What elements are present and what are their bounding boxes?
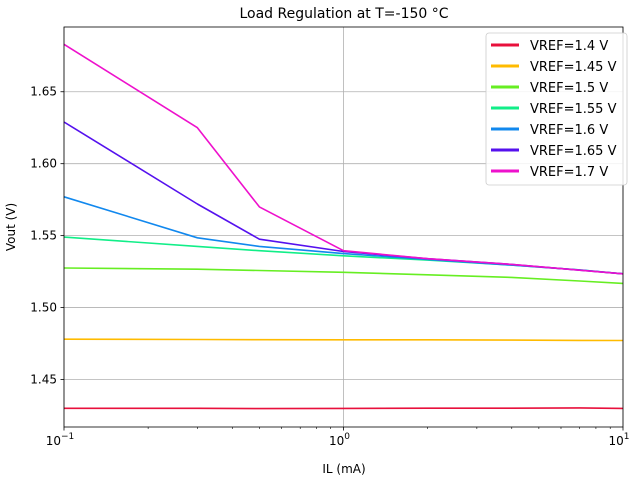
y-axis: 1.45 1.50 1.55 1.60 1.65	[30, 85, 64, 387]
series-line	[63, 338, 624, 342]
legend-label: VREF=1.4 V	[530, 39, 608, 54]
legend-label: VREF=1.7 V	[530, 165, 608, 180]
y-tick-label: 1.60	[30, 157, 57, 171]
legend-label: VREF=1.45 V	[530, 60, 617, 75]
legend-box	[485, 32, 628, 186]
x-tick-exponent: 0	[344, 432, 350, 442]
legend-label: VREF=1.6 V	[530, 123, 608, 138]
series-line	[63, 267, 624, 285]
series-lines	[63, 43, 624, 410]
legend-label: VREF=1.55 V	[530, 102, 617, 117]
legend: VREF=1.4 V VREF=1.45 V VREF=1.5 V VREF=1.55…	[485, 32, 628, 186]
chart-title: Load Regulation at T=-150 °C	[239, 6, 448, 22]
legend-label: VREF=1.5 V	[530, 81, 608, 96]
x-tick-exponent: 1	[624, 432, 630, 442]
x-tick-exponent: −1	[61, 432, 74, 442]
y-tick-label: 1.45	[30, 373, 57, 387]
y-tick-label: 1.55	[30, 229, 57, 243]
y-axis-label: Vout (V)	[4, 203, 18, 251]
y-tick-label: 1.50	[30, 301, 57, 315]
x-axis-label: IL (mA)	[322, 462, 365, 476]
series-line	[63, 43, 624, 275]
series-line	[64, 407, 624, 410]
y-tick-label: 1.65	[30, 85, 57, 99]
legend-label: VREF=1.65 V	[530, 144, 617, 159]
